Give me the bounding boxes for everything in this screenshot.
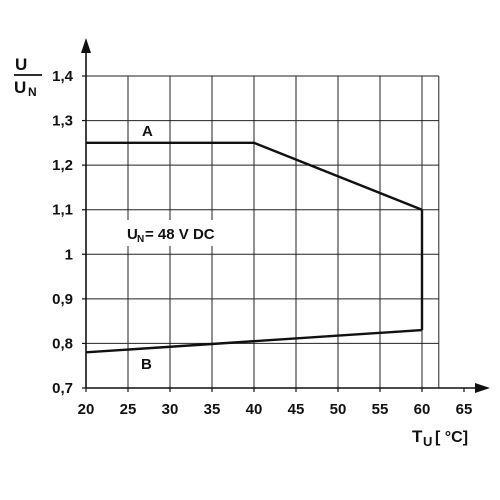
x-tick-label: 40: [246, 401, 263, 418]
x-label-sub: U: [423, 434, 432, 449]
x-tick-label: 60: [414, 401, 431, 418]
x-tick-label: 50: [330, 401, 347, 418]
y-tick-label: 1,3: [52, 113, 73, 130]
annotation-sub: N: [137, 234, 144, 245]
y-axis-label: U U N: [14, 55, 42, 99]
y-label-denominator-sub: N: [28, 85, 37, 99]
x-label-unit: [ °C]: [435, 429, 468, 446]
y-tick-label: 1,2: [52, 157, 73, 174]
x-label-base: T: [412, 427, 423, 446]
x-tick-label: 20: [78, 401, 95, 418]
x-tick-label: 45: [288, 401, 305, 418]
axes: [81, 38, 490, 393]
x-axis-label: T U [ °C]: [412, 427, 468, 449]
y-tick-label: 0,7: [52, 380, 73, 397]
x-tick-label: 65: [456, 401, 473, 418]
series-b-label: B: [141, 356, 152, 373]
series: [85, 141, 424, 354]
y-tick-label: 1: [65, 246, 73, 263]
x-tick-labels: 20 25 30 35 40 45 50 55 60 65: [78, 388, 473, 418]
x-axis-arrow: [475, 383, 490, 393]
nominal-voltage-annotation: U N = 48 V DC: [124, 220, 228, 246]
y-tick-label: 0,9: [52, 291, 73, 308]
series-a-line: [86, 141, 423, 211]
y-label-denominator: U: [14, 78, 26, 97]
annotation-text: = 48 V DC: [145, 226, 215, 243]
y-tick-label: 1,1: [52, 202, 73, 219]
annotation-background: [124, 220, 228, 246]
y-axis-arrow: [81, 38, 91, 53]
y-tick-label: 0,8: [52, 335, 73, 352]
x-tick-label: 25: [120, 401, 137, 418]
x-tick-label: 30: [162, 401, 179, 418]
y-label-numerator: U: [15, 55, 27, 74]
x-tick-label: 55: [372, 401, 389, 418]
y-tick-labels: 0,7 0,8 0,9 1 1,1 1,2 1,3 1,4: [52, 68, 86, 397]
annotation-base: U: [127, 226, 138, 243]
y-tick-label: 1,4: [52, 68, 74, 85]
series-a-label: A: [142, 123, 153, 140]
series-b-line: [85, 328, 423, 354]
x-tick-label: 35: [204, 401, 221, 418]
